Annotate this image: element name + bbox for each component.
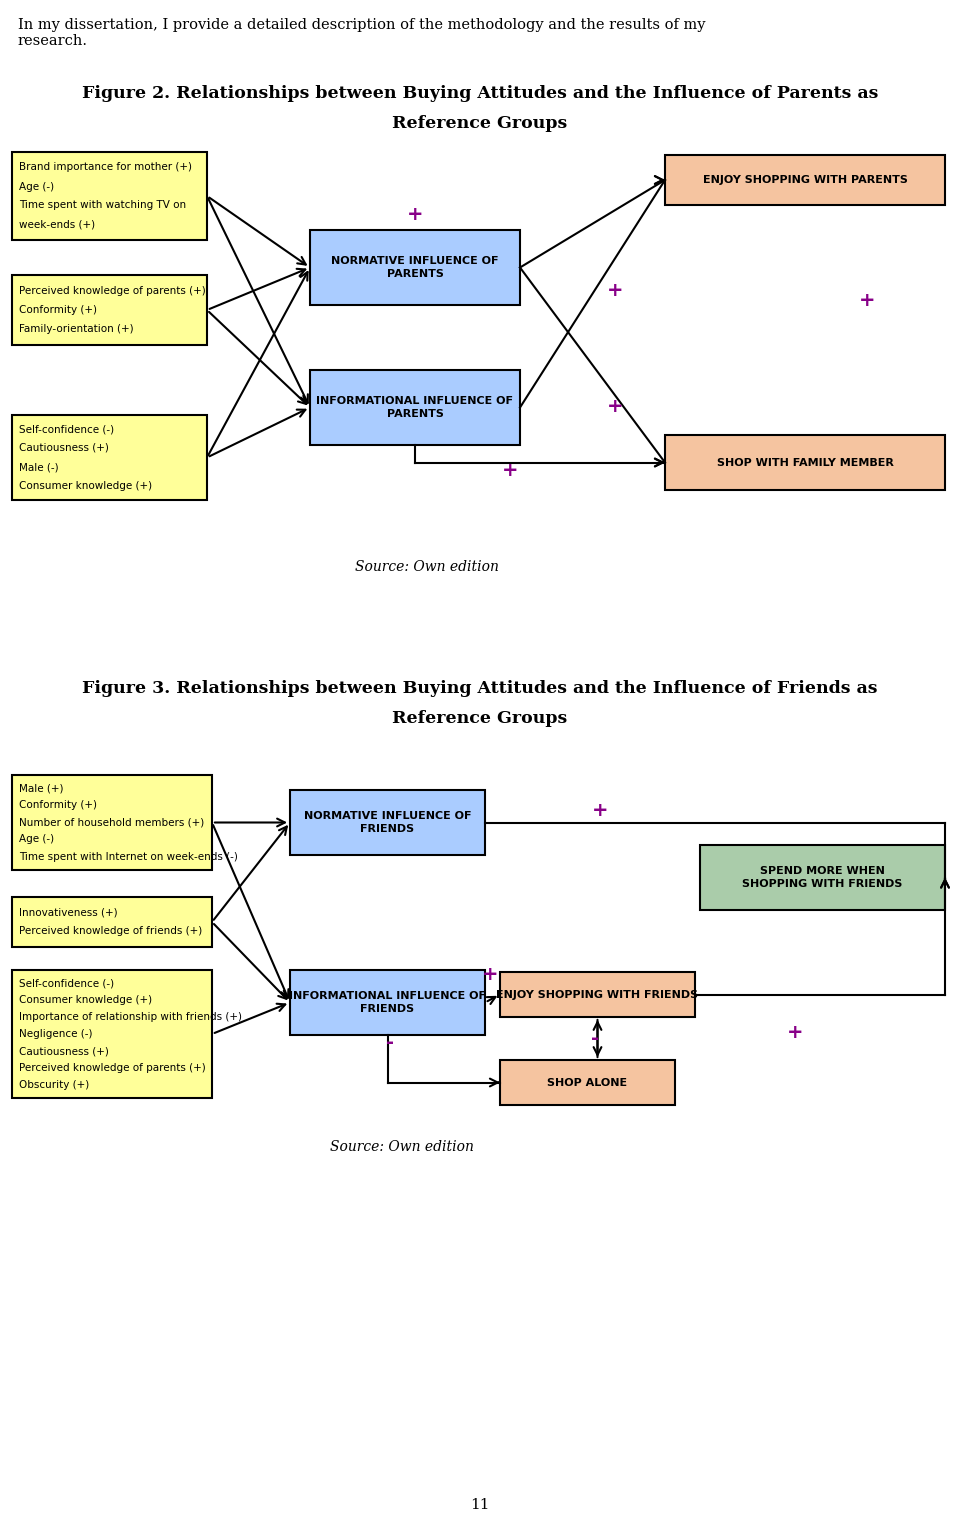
Text: week-ends (+): week-ends (+) [19,219,95,230]
Text: Self-confidence (-): Self-confidence (-) [19,977,114,988]
Text: Source: Own edition: Source: Own edition [355,561,499,574]
Text: Consumer knowledge (+): Consumer knowledge (+) [19,481,152,490]
Text: +: + [407,205,423,225]
Text: Self-confidence (-): Self-confidence (-) [19,424,114,434]
Text: Time spent with watching TV on: Time spent with watching TV on [19,201,186,210]
Text: ENJOY SHOPPING WITH FRIENDS: ENJOY SHOPPING WITH FRIENDS [496,990,699,999]
Bar [700,846,945,910]
Text: Age (-): Age (-) [19,181,54,192]
Text: INFORMATIONAL INFLUENCE OF
FRIENDS: INFORMATIONAL INFLUENCE OF FRIENDS [289,991,486,1014]
Text: Age (-): Age (-) [19,835,54,844]
Text: Source: Own edition: Source: Own edition [330,1140,474,1154]
Bar [310,230,520,305]
Bar [12,898,212,947]
Text: Perceived knowledge of parents (+): Perceived knowledge of parents (+) [19,1063,205,1072]
Text: Conformity (+): Conformity (+) [19,305,97,316]
Text: Reference Groups: Reference Groups [393,709,567,728]
Bar [12,415,207,499]
Text: +: + [787,1022,804,1042]
Text: SHOP WITH FAMILY MEMBER: SHOP WITH FAMILY MEMBER [716,458,894,467]
Bar [12,276,207,345]
Text: NORMATIVE INFLUENCE OF
PARENTS: NORMATIVE INFLUENCE OF PARENTS [331,256,499,279]
Text: Family-orientation (+): Family-orientation (+) [19,323,133,334]
Text: Male (+): Male (+) [19,783,63,794]
Text: Reference Groups: Reference Groups [393,115,567,132]
Text: -: - [386,1033,394,1051]
Text: +: + [607,280,623,299]
Text: Perceived knowledge of friends (+): Perceived knowledge of friends (+) [19,927,203,936]
Text: Cautiousness (+): Cautiousness (+) [19,1046,108,1056]
Text: Importance of relationship with friends (+): Importance of relationship with friends … [19,1013,242,1022]
Text: SHOP ALONE: SHOP ALONE [547,1077,628,1088]
Text: Negligence (-): Negligence (-) [19,1030,92,1039]
Text: +: + [859,291,876,309]
Text: Male (-): Male (-) [19,463,59,472]
Bar [290,970,485,1036]
Bar [310,371,520,444]
Text: ENJOY SHOPPING WITH PARENTS: ENJOY SHOPPING WITH PARENTS [703,175,907,185]
Bar [12,970,212,1098]
Text: Conformity (+): Conformity (+) [19,801,97,810]
Text: 11: 11 [470,1498,490,1512]
Bar [500,1060,675,1105]
Text: Obscurity (+): Obscurity (+) [19,1080,89,1089]
Bar [665,435,945,490]
Bar [12,775,212,870]
Text: Brand importance for mother (+): Brand importance for mother (+) [19,162,192,173]
Text: +: + [591,801,609,820]
Text: +: + [607,397,623,417]
Text: Time spent with Internet on week-ends (-): Time spent with Internet on week-ends (-… [19,852,238,861]
Text: Figure 3. Relationships between Buying Attitudes and the Influence of Friends as: Figure 3. Relationships between Buying A… [83,680,877,697]
Text: Consumer knowledge (+): Consumer knowledge (+) [19,994,152,1005]
Text: -: - [591,1028,599,1048]
Bar [290,791,485,855]
Bar [665,155,945,205]
Text: SPEND MORE WHEN
SHOPPING WITH FRIENDS: SPEND MORE WHEN SHOPPING WITH FRIENDS [742,866,902,889]
Text: Perceived knowledge of parents (+): Perceived knowledge of parents (+) [19,286,205,296]
Text: Innovativeness (+): Innovativeness (+) [19,907,118,918]
Text: Cautiousness (+): Cautiousness (+) [19,443,108,453]
Text: Number of household members (+): Number of household members (+) [19,818,204,827]
Text: +: + [502,461,518,480]
Bar [12,152,207,241]
Text: +: + [482,965,498,985]
Text: NORMATIVE INFLUENCE OF
FRIENDS: NORMATIVE INFLUENCE OF FRIENDS [303,812,471,833]
Text: Figure 2. Relationships between Buying Attitudes and the Influence of Parents as: Figure 2. Relationships between Buying A… [82,84,878,103]
Text: In my dissertation, I provide a detailed description of the methodology and the : In my dissertation, I provide a detailed… [18,18,706,47]
Text: INFORMATIONAL INFLUENCE OF
PARENTS: INFORMATIONAL INFLUENCE OF PARENTS [317,397,514,418]
Bar [500,971,695,1017]
